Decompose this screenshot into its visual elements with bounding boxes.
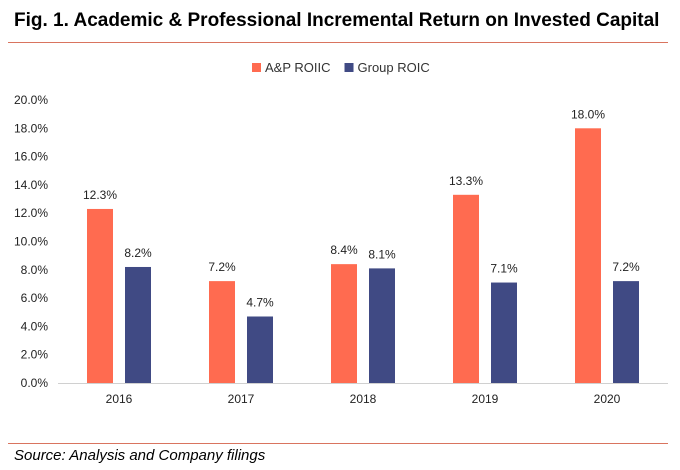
data-label-2018-1: 8.1% xyxy=(368,247,396,261)
legend-swatch-0 xyxy=(252,63,261,72)
bar-2018-0 xyxy=(331,264,357,383)
legend-swatch-1 xyxy=(344,63,354,72)
data-label-2016-0: 12.3% xyxy=(83,188,117,202)
chart-legend: A&P ROIIC Group ROIC xyxy=(252,60,430,75)
y-tick-label: 4.0% xyxy=(21,319,49,333)
data-label-2019-0: 13.3% xyxy=(449,174,483,188)
bar-2016-0 xyxy=(87,208,113,383)
source-divider xyxy=(8,443,668,444)
source-note: Source: Analysis and Company filings xyxy=(14,447,266,464)
y-tick-label: 2.0% xyxy=(21,348,49,362)
data-label-2018-0: 8.4% xyxy=(330,243,358,257)
x-tick-label: 2020 xyxy=(594,392,621,406)
bar-2017-0 xyxy=(209,281,235,383)
data-label-2016-1: 8.2% xyxy=(124,246,152,260)
y-tick-label: 16.0% xyxy=(14,150,48,164)
y-tick-label: 10.0% xyxy=(14,235,48,249)
y-tick-label: 0.0% xyxy=(21,376,49,390)
bar-2019-1 xyxy=(491,282,517,383)
y-tick-label: 18.0% xyxy=(14,121,48,135)
legend-label-0: A&P ROIIC xyxy=(265,60,331,75)
data-label-2017-1: 4.7% xyxy=(246,295,274,309)
x-tick-label: 2018 xyxy=(350,392,377,406)
figure-title: Fig. 1. Academic & Professional Incremen… xyxy=(14,10,660,31)
bar-2018-1 xyxy=(369,268,395,383)
x-axis: 2016 2017 2018 2019 2020 xyxy=(58,383,668,406)
y-tick-label: 6.0% xyxy=(21,291,49,305)
y-tick-label: 8.0% xyxy=(21,263,49,277)
roiic-bar-chart: A&P ROIIC Group ROIC 0.0% 2.0% 4.0% 6.0% 8.0%… xyxy=(14,60,668,406)
x-tick-label: 2016 xyxy=(106,392,133,406)
title-divider xyxy=(8,42,668,43)
x-tick-label: 2017 xyxy=(228,392,255,406)
y-axis: 0.0% 2.0% 4.0% 6.0% 8.0% 10.0% 12.0% 14.0% 16.0%… xyxy=(14,93,48,390)
x-tick-label: 2019 xyxy=(472,392,499,406)
data-label-2020-0: 18.0% xyxy=(571,107,605,121)
bars-layer: 12.3% 8.2% 7.2% 4.7% 8.4% 8.1% 13.3% 7.1% 18.0% 7… xyxy=(83,107,640,383)
data-label-2020-1: 7.2% xyxy=(612,260,640,274)
bar-2016-1 xyxy=(125,266,151,383)
y-tick-label: 14.0% xyxy=(14,178,48,192)
bar-2019-0 xyxy=(453,194,479,383)
bar-2017-1 xyxy=(247,316,273,383)
y-tick-label: 12.0% xyxy=(14,206,48,220)
bar-2020-0 xyxy=(575,128,601,383)
y-tick-label: 20.0% xyxy=(14,93,48,107)
data-label-2019-1: 7.1% xyxy=(490,262,518,276)
bar-2020-1 xyxy=(613,281,639,383)
legend-label-1: Group ROIC xyxy=(358,60,430,75)
data-label-2017-0: 7.2% xyxy=(208,260,236,274)
